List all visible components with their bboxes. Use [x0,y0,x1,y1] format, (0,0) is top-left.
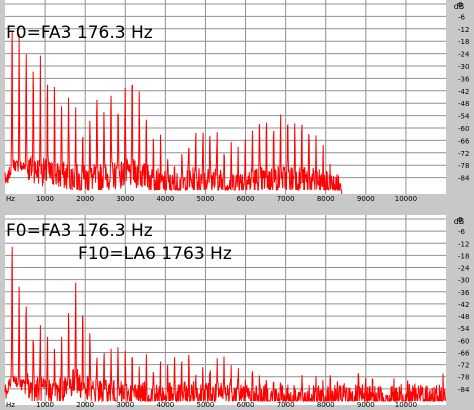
y-unit-label: dB [454,217,465,226]
x-axis-strip [0,405,474,410]
y-tick-label: -36 [458,289,470,297]
y-unit-label: dB [454,2,465,11]
y-tick-label: -48 [458,313,469,321]
x-tick-label: 10000 [395,195,417,203]
y-tick-label: -54 [458,325,470,333]
y-tick-label: -42 [458,88,469,96]
x-tick-label: 9000 [357,195,375,203]
y-tick-label: -6 [458,13,466,21]
x-tick-label: 8000 [317,195,335,203]
plot-area [5,215,446,405]
y-tick-label: -66 [458,137,470,145]
y-axis-strip [447,0,474,194]
x-tick-label: 2000 [76,195,94,203]
y-tick-label: -36 [458,75,470,83]
y-tick-label: -24 [458,265,470,273]
y-tick-label: -84 [458,386,470,394]
y-tick-label: -18 [458,38,469,46]
x-tick-label: 6000 [237,401,255,409]
y-tick-label: -60 [458,125,469,133]
x-axis-strip [0,194,474,206]
x-tick-label: 4000 [156,401,174,409]
y-tick-label: -42 [458,301,469,309]
x-tick-label: 1000 [36,401,54,409]
annotation-text: F0=FA3 176.3 Hz [6,221,153,241]
y-tick-label: -54 [458,113,470,121]
y-tick-label: -78 [458,374,469,382]
x-unit-label: Hz [6,195,15,203]
x-tick-label: 3000 [116,401,134,409]
spectrum-panel-top: dB0 -6 -12 -18 -24 -30 -36 -42 -48 -54 -60 -66 -72 -7… [0,0,474,206]
annotation-text: F10=LA6 1763 Hz [78,244,232,264]
y-tick-label: -78 [458,162,469,170]
x-tick-label: 1000 [36,195,54,203]
y-tick-label: -66 [458,349,470,357]
y-tick-label: -72 [458,362,469,370]
plot-area [5,0,446,194]
y-tick-label: -48 [458,100,469,108]
y-tick-label: -30 [458,63,469,71]
x-unit-label: Hz [6,401,15,409]
spectrum-panel-bottom: dB0 -6 -12 -18 -24 -30 -36 -42 -48 -54 -60 -66 -72 -7… [0,215,474,410]
x-tick-label: 5000 [197,401,215,409]
y-tick-label: 0 [458,1,462,9]
y-tick-label: 0 [458,216,462,224]
y-tick-label: -30 [458,277,469,285]
x-tick-label: 8000 [317,401,335,409]
y-tick-label: -72 [458,150,469,158]
y-tick-label: -12 [458,26,469,34]
x-tick-label: 6000 [237,195,255,203]
x-tick-label: 7000 [277,195,295,203]
y-tick-label: -6 [458,228,466,236]
y-tick-label: -18 [458,252,469,260]
x-tick-label: 5000 [197,195,215,203]
annotation-text: F0=FA3 176.3 Hz [6,23,153,43]
x-tick-label: 3000 [116,195,134,203]
y-axis-strip [447,215,474,405]
x-tick-label: 10000 [395,401,417,409]
y-tick-label: -60 [458,337,469,345]
x-tick-label: 2000 [76,401,94,409]
y-tick-label: -12 [458,240,469,248]
spectrum-trace-line [4,246,447,403]
y-tick-label: -84 [458,175,470,183]
x-tick-label: 7000 [277,401,295,409]
x-tick-label: 9000 [357,401,375,409]
y-tick-label: -24 [458,51,470,59]
x-tick-label: 4000 [156,195,174,203]
